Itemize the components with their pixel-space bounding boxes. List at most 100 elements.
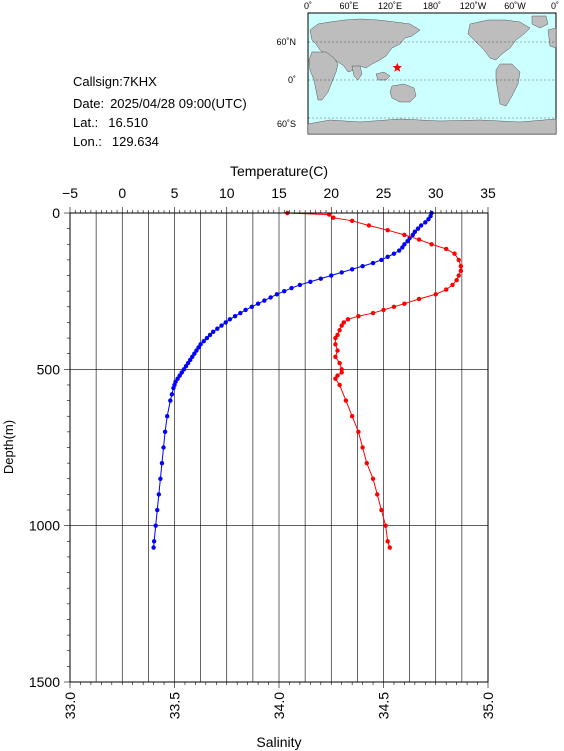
temperature-tick-label: 30 [428,185,444,201]
salinity-data-point [349,218,355,224]
salinity-data-point [458,263,464,269]
star-icon [392,62,403,72]
lon-value: 129.634 [111,134,159,149]
temperature-data-point [426,217,431,222]
salinity-data-point [454,278,459,283]
map-land [307,15,557,135]
india-landmass [351,65,363,81]
salinity-data-point [337,382,342,388]
temperature-data-point [192,351,197,356]
temperature-data-point [207,332,213,338]
temperature-data-point [262,298,267,303]
salinity-data-point [360,445,365,450]
temperature-data-point [168,398,173,403]
temperature-axis-title: Temperature(C) [230,163,328,179]
se-asia-islands [375,71,391,81]
lon-label-0-right: 0˚ [551,1,559,11]
salinity-data-point [370,310,376,316]
temperature-data-point [210,329,216,335]
north-america-landmass [467,19,531,61]
temperature-data-point [158,476,163,481]
depth-axis-ticks: 0 500 1000 1500 [29,205,70,690]
salinity-data-point [335,332,340,338]
salinity-data-point [450,282,455,288]
salinity-data-point [337,360,342,366]
australia-landmass [389,83,417,103]
temperature-data-point [297,282,303,288]
world-map: 0˚ 60˚E 120˚E 180˚ 120˚W 60˚W 0˚ 60˚N 0˚… [276,1,559,135]
date-value: 2025/04/28 09:00(UTC) [110,96,247,111]
callsign-label: Callsign: [73,74,123,89]
temperature-data-point [171,385,176,391]
salinity-axis-title: Salinity [256,734,301,750]
salinity-data-point [383,523,388,528]
plot-frame [69,212,489,683]
temperature-data-point [329,273,334,278]
temperature-tick-label: −5 [62,185,78,201]
temperature-data-point [185,360,191,366]
temperature-data-point [410,232,415,238]
temperature-data-point [177,373,182,378]
lon-label-60w: 60˚W [504,1,526,11]
africa-landmass [308,51,339,101]
temperature-tick-label: 5 [171,185,179,201]
temperature-data-point [274,292,280,297]
salinity-data-point [370,476,376,481]
salinity-data-point [381,307,386,313]
salinity-data-point [402,301,407,306]
antarctica-landmass [307,118,557,135]
depth-axis-title: Depth(m) [1,420,16,474]
salinity-data-point [458,268,464,274]
lat-value: 16.510 [108,115,149,130]
depth-tick-label: 1500 [29,674,60,690]
greenland-landmass [531,15,549,29]
temperature-data-point [198,342,203,347]
temperature-data-point [183,364,189,369]
salinity-data-point [333,354,338,360]
south-america-landmass [495,63,521,107]
salinity-data-point [335,348,340,353]
temperature-data-point [405,238,410,244]
temperature-data-point [412,229,418,234]
salinity-axis-ticks: 33.0 33.5 34.0 34.5 35.0 [62,682,496,719]
station-star-marker [392,62,403,72]
temperature-data-point [196,345,201,350]
temperature-data-point [227,317,233,322]
temperature-data-point [318,276,323,281]
temperature-tick-label: 35 [480,185,496,201]
depth-tick-label: 1000 [29,518,60,534]
lat-line: Lat.: 16.510 [73,113,148,132]
salinity-tick-label: 34.5 [376,692,392,719]
lat-label-60s: 60˚S [277,119,296,129]
europe-east-edge [547,27,557,49]
temperature-data-point [418,223,424,228]
temperature-tick-label: 25 [376,185,392,201]
temperature-data-point [249,304,255,309]
salinity-data-point [333,335,338,341]
temperature-data-point [238,310,243,316]
temperature-data-point [164,414,170,419]
map-graticule [308,41,556,119]
temperature-data-point [339,270,344,275]
temperature-tick-label: 0 [118,185,126,201]
temperature-data-point [179,370,185,375]
lon-label-120w: 120˚W [460,1,487,11]
depth-tick-label: 0 [52,205,60,221]
map-latitude-labels: 60˚N 0˚ 60˚S [276,37,296,129]
salinity-data-point [341,320,346,325]
salinity-data-point [429,242,434,247]
salinity-data-point [444,246,449,252]
salinity-data-point [366,223,372,228]
salinity-tick-label: 33.5 [167,692,183,719]
temperature-data-point [175,376,180,381]
temperature-data-point [415,226,421,231]
temperature-data-point [155,507,160,513]
salinity-data-point [339,370,344,375]
temperature-data-point [194,348,199,353]
temperature-data-point [268,295,273,300]
lon-label-0: 0˚ [304,1,312,11]
temperature-data-point [428,213,433,219]
temperature-data-point [169,392,175,397]
lon-label-60e: 60˚E [339,1,358,11]
temperature-data-point [153,523,158,528]
